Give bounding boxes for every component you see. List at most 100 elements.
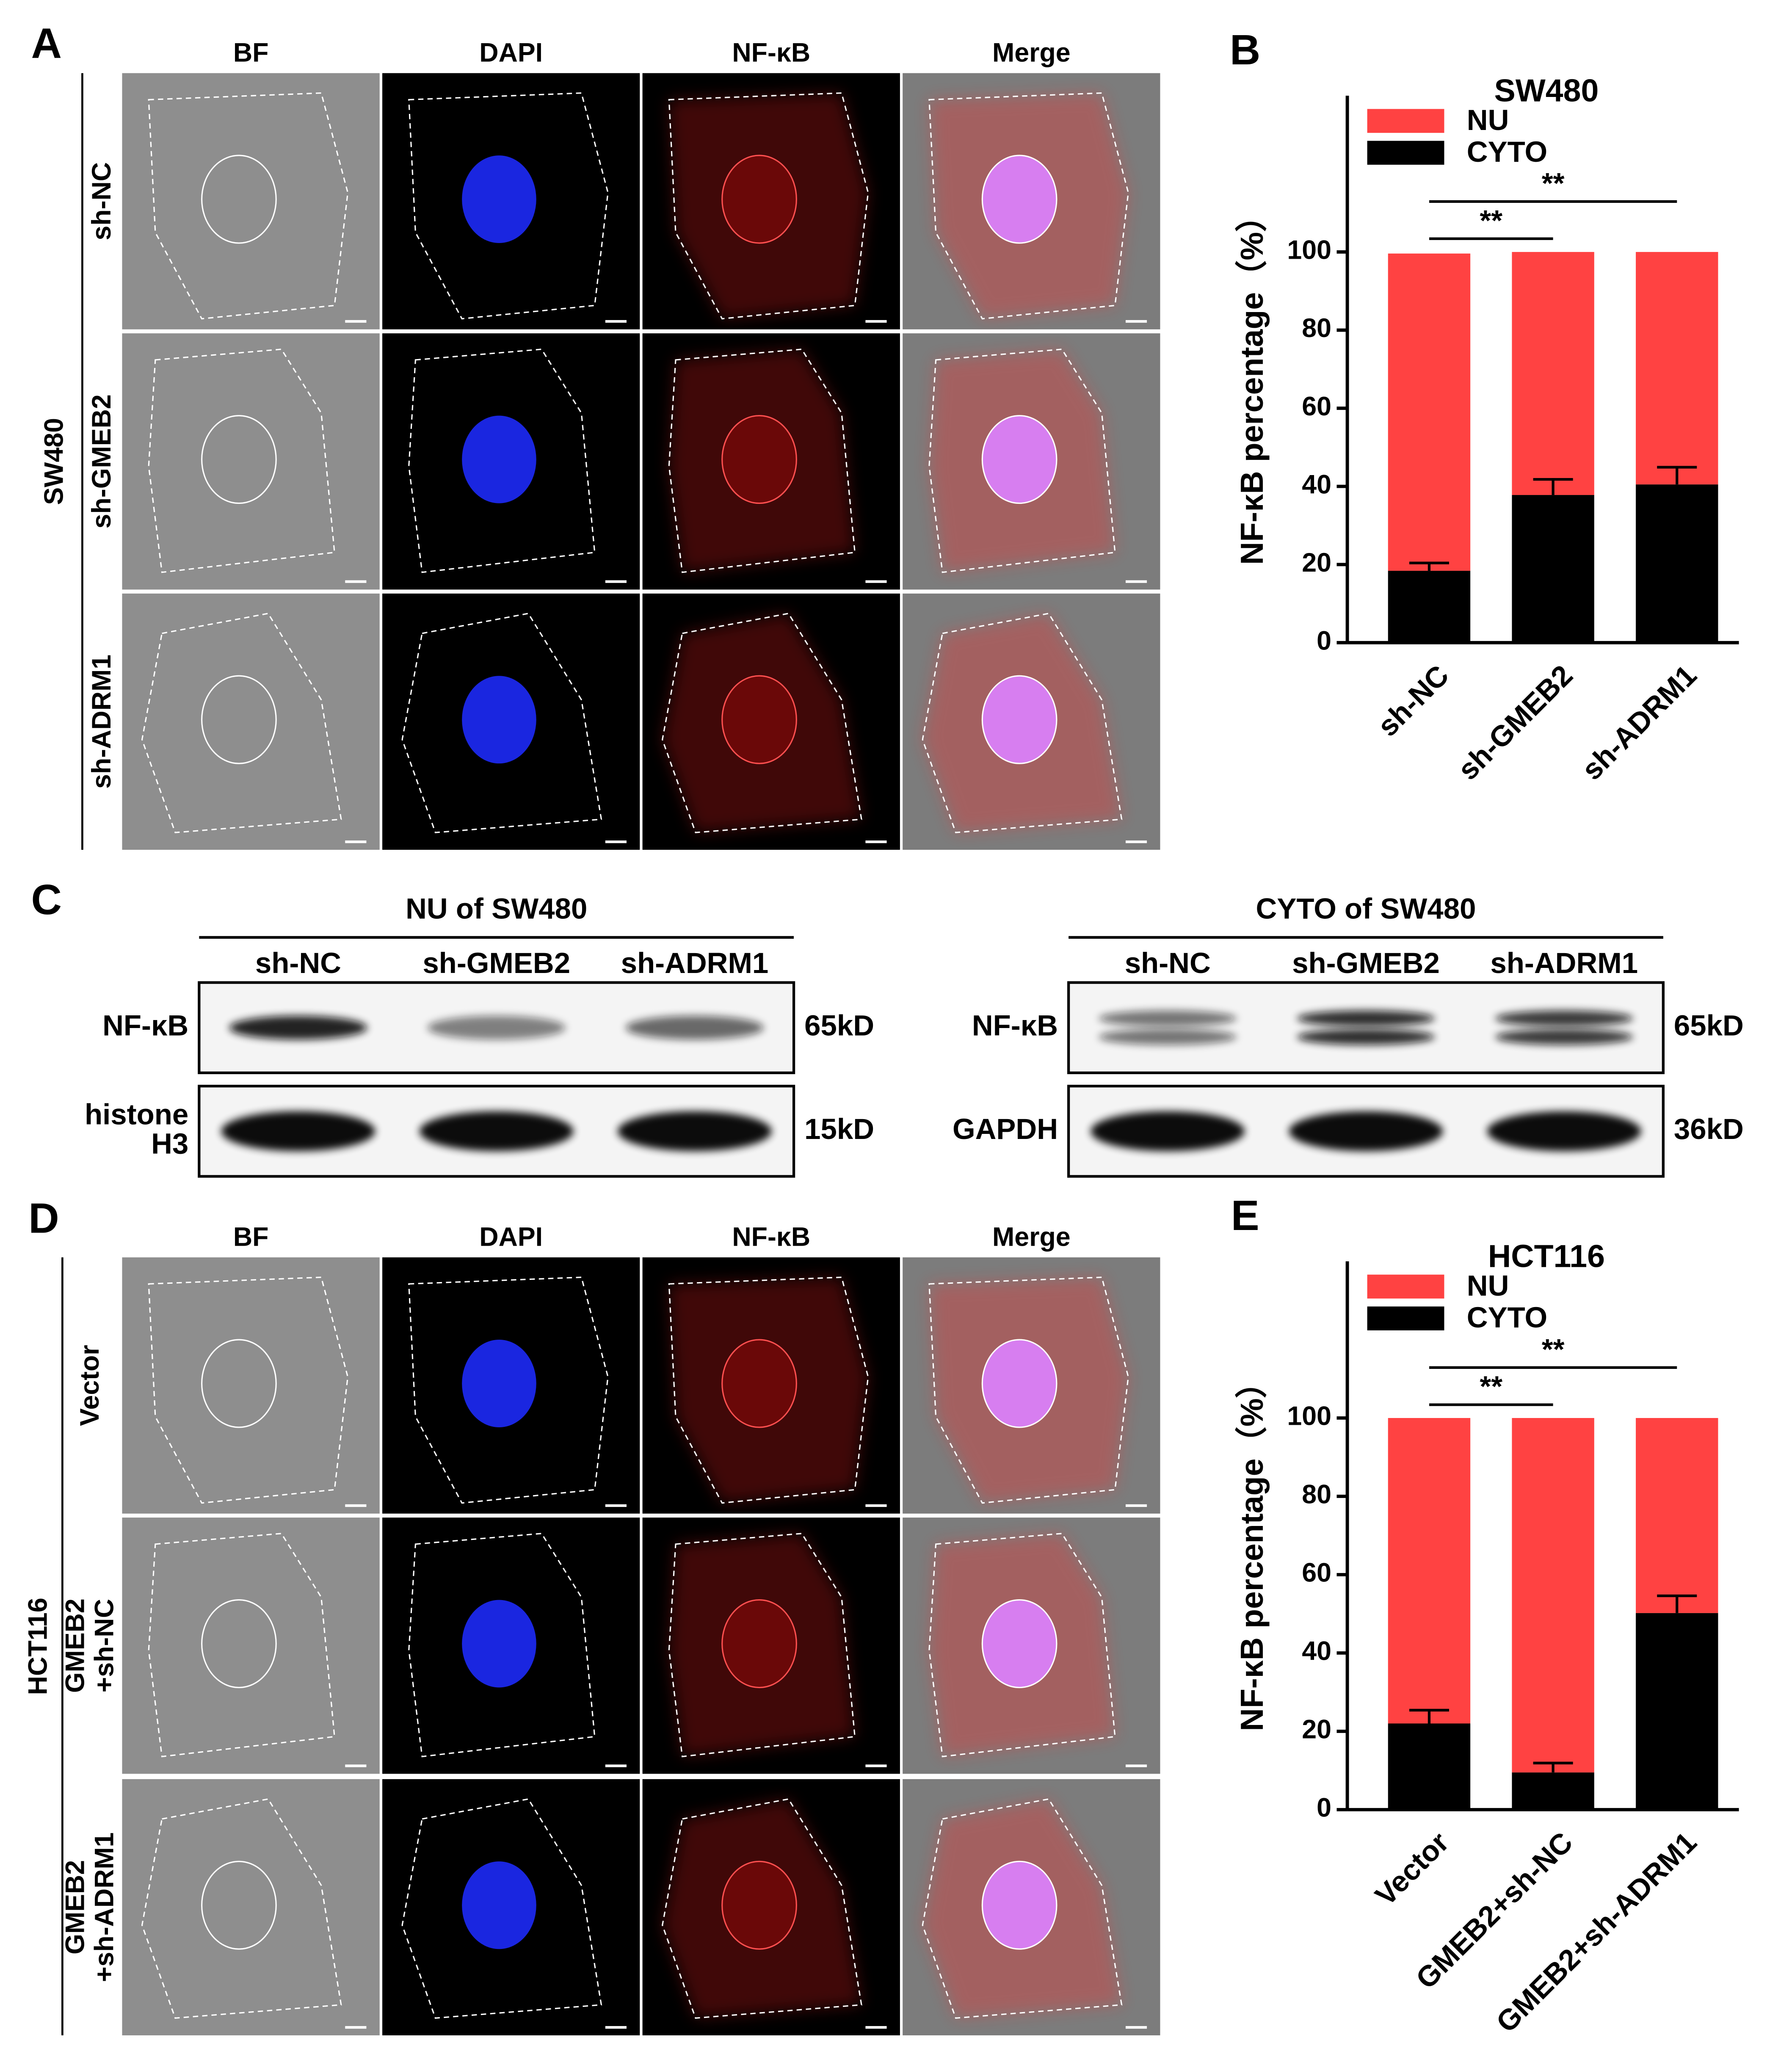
micrograph [642, 333, 900, 590]
lane-label: sh-GMEB2 [422, 947, 570, 979]
row-label: +sh-NC [89, 1599, 119, 1692]
micrograph [122, 1517, 380, 1774]
nucleus [462, 1600, 536, 1688]
row-label: sh-GMEB2 [87, 394, 116, 528]
blot-title: CYTO of SW480 [1256, 892, 1476, 925]
scale-bar [865, 840, 887, 843]
y-tick-label: 0 [1317, 1793, 1331, 1823]
micrograph [122, 593, 380, 850]
blot-row-label: GAPDH [953, 1113, 1058, 1145]
legend-swatch [1367, 1306, 1444, 1331]
micrograph-bg [122, 1779, 380, 2036]
scale-bar [345, 2026, 367, 2029]
x-tick-label: sh-GMEB2 [1452, 659, 1579, 786]
scale-bar [1125, 1764, 1147, 1767]
y-tick-label: 40 [1302, 470, 1331, 499]
band-size: 15kD [804, 1113, 874, 1145]
bar-segment [1388, 253, 1471, 571]
nucleus [201, 1339, 277, 1428]
scale-bar [865, 320, 887, 323]
micrograph [903, 1257, 1160, 1514]
micrograph [122, 73, 380, 329]
micrograph [382, 73, 640, 329]
nucleus [721, 415, 797, 504]
micrograph [122, 333, 380, 590]
band-size: 65kD [804, 1009, 874, 1042]
cell-outline [401, 1798, 602, 2019]
significance-label: ** [1480, 1370, 1502, 1403]
nucleus [981, 415, 1058, 504]
chart-title: HCT116 [1488, 1238, 1605, 1274]
scale-bar [345, 1764, 367, 1767]
micrograph [903, 73, 1160, 329]
nucleus [201, 415, 277, 504]
panel-letter: B [1230, 26, 1260, 74]
y-tick-label: 80 [1302, 313, 1331, 343]
y-axis-label: NF-κB percentage（%） [1234, 1366, 1270, 1731]
band-size: 36kD [1674, 1113, 1744, 1145]
group-label: SW480 [39, 418, 69, 505]
cell-outline [401, 613, 602, 833]
bar-segment [1388, 1723, 1471, 1810]
nucleus [201, 155, 277, 244]
nucleus [721, 1339, 797, 1428]
micrograph [122, 1779, 380, 2036]
column-header: BF [233, 1222, 269, 1252]
error-bar [1533, 1761, 1573, 1773]
scale-bar [345, 1504, 367, 1507]
scale-bar [605, 580, 627, 583]
x-tick-label: Vector [1369, 1826, 1455, 1912]
blot-band [1487, 1111, 1641, 1151]
error-bar [1409, 1708, 1449, 1724]
blot-band [1099, 1010, 1237, 1027]
micrograph [382, 333, 640, 590]
bar-segment [1512, 1772, 1594, 1810]
nucleus [201, 1860, 277, 1950]
micrograph-bg [122, 593, 380, 850]
legend-label: NU [1467, 104, 1509, 136]
nucleus [462, 1861, 536, 1949]
scale-bar [605, 2026, 627, 2029]
micrograph [382, 593, 640, 850]
scale-bar [865, 1504, 887, 1507]
significance-label: ** [1542, 167, 1565, 200]
scale-bar [1125, 2026, 1147, 2029]
error-bar [1533, 478, 1573, 495]
blot-row-label: NF-κB [972, 1009, 1058, 1042]
y-axis-label: NF-κB percentage（%） [1234, 200, 1270, 565]
cell-outline [662, 613, 862, 833]
panel-letter: A [31, 19, 62, 67]
nucleus [981, 1339, 1058, 1428]
lane-label: sh-GMEB2 [1292, 947, 1440, 979]
legend-swatch [1367, 109, 1444, 133]
cell-outline [141, 1798, 342, 2019]
bar-segment [1512, 252, 1594, 495]
column-header: Merge [992, 38, 1071, 67]
column-header: DAPI [479, 1222, 543, 1252]
cell-outline [662, 1798, 862, 2019]
cell-outline [922, 613, 1123, 833]
legend-swatch [1367, 1274, 1444, 1299]
cell-outline [141, 613, 342, 833]
blot-band [1495, 1010, 1633, 1027]
blot-title: NU of SW480 [406, 892, 587, 925]
micrograph [642, 593, 900, 850]
micrograph [903, 593, 1160, 850]
bar-segment [1636, 252, 1718, 485]
nucleus [721, 1599, 797, 1689]
micrograph [903, 1517, 1160, 1774]
row-label: GMEB2 [60, 1598, 90, 1693]
bar-segment [1388, 1418, 1471, 1724]
blot-band [1495, 1029, 1633, 1045]
x-tick-label: GMEB2+sh-ADRM1 [1490, 1826, 1703, 2039]
group-label: HCT116 [23, 1598, 53, 1695]
blot-band [221, 1111, 376, 1151]
row-label: GMEB2 [60, 1860, 90, 1954]
nucleus [462, 676, 536, 764]
bar-segment [1512, 1418, 1594, 1773]
y-tick-label: 60 [1302, 1558, 1331, 1588]
blot-row-label: H3 [151, 1127, 188, 1160]
blot-band [1297, 1029, 1435, 1045]
